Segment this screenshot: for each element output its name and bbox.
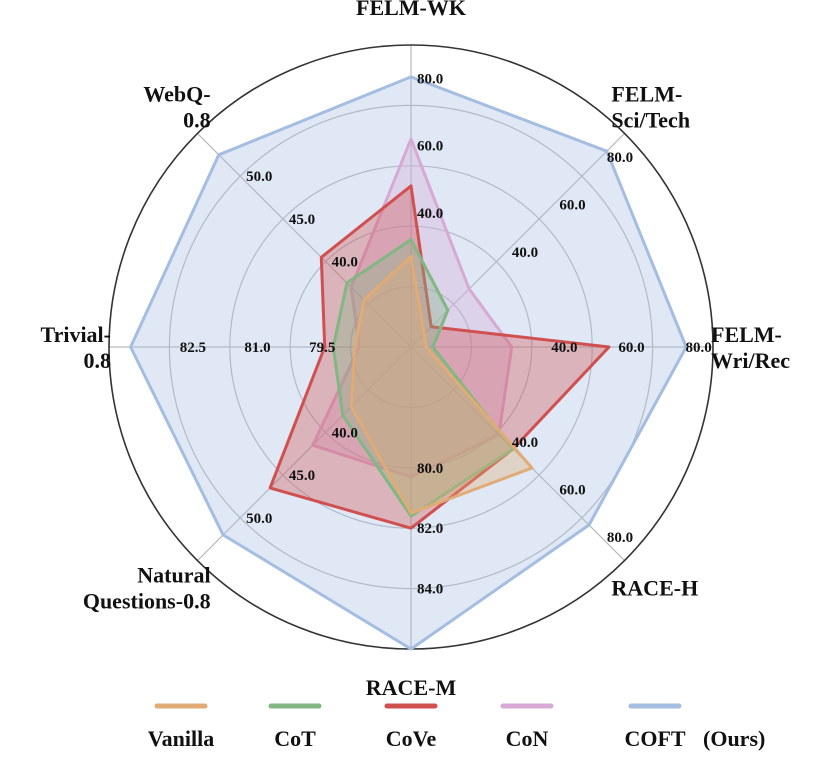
radar-grid — [108, 44, 714, 650]
tick-label: 60.0 — [417, 139, 443, 155]
grid-spoke — [197, 133, 412, 348]
tick-label: 82.0 — [417, 521, 443, 537]
legend-label-vanilla: Vanilla — [148, 726, 214, 751]
tick-label: 80.0 — [417, 72, 443, 88]
axis-label: RACE-H — [611, 575, 698, 600]
tick-label: 40.0 — [332, 425, 358, 441]
axis-label: FELM-WK — [356, 0, 466, 20]
legend-label-cot: CoT — [274, 726, 316, 751]
grid-spoke — [197, 346, 412, 561]
tick-label: 45.0 — [289, 468, 315, 484]
series-vanilla — [349, 254, 534, 515]
tick-label: 50.0 — [246, 169, 272, 185]
tick-label: 40.0 — [332, 255, 358, 271]
tick-label: 80.0 — [685, 340, 711, 356]
radar-axis-labels: FELM-WK FELM-Sci/Tech FELM-Wri/Rec RACE-H RA… — [41, 0, 791, 700]
series-coft — [129, 75, 688, 651]
tick-label: 80.0 — [417, 461, 443, 477]
axis-label: Natural Questions-0.8 — [83, 562, 211, 613]
axis-label: WebQ-0.8 — [143, 82, 210, 133]
axis-label: FELM-Sci/Tech — [611, 82, 690, 133]
tick-label: 80.0 — [607, 150, 633, 166]
radar-tick-labels: 40.0 60.0 80.0 40.0 60.0 80.0 40.0 60.0 80.0 40.0… — [180, 72, 712, 598]
tick-label: 45.0 — [289, 212, 315, 228]
axis-label: FELM-Wri/Rec — [711, 322, 790, 373]
legend-label-con: CoN — [506, 726, 549, 751]
tick-label: 81.0 — [244, 340, 270, 356]
tick-label: 40.0 — [512, 245, 538, 261]
legend-note: (Ours) — [703, 726, 765, 751]
series-cot — [331, 238, 515, 518]
series-con — [311, 137, 514, 479]
radar-series — [129, 75, 688, 651]
axis-label: Trivial-0.8 — [41, 322, 111, 373]
chart-legend: (Ours) Vanilla CoT CoVe CoN COFT — [148, 703, 765, 751]
tick-label: 60.0 — [618, 340, 644, 356]
legend-label-coft: COFT — [624, 726, 685, 751]
tick-label: 79.5 — [309, 340, 335, 356]
tick-label: 60.0 — [559, 482, 585, 498]
legend-label-cove: CoVe — [386, 726, 437, 751]
tick-label: 84.0 — [417, 582, 443, 598]
tick-label: 60.0 — [559, 198, 585, 214]
tick-label: 40.0 — [551, 340, 577, 356]
tick-label: 82.5 — [180, 340, 206, 356]
axis-label: RACE-M — [366, 675, 457, 700]
tick-label: 40.0 — [512, 435, 538, 451]
tick-label: 80.0 — [607, 530, 633, 546]
tick-label: 40.0 — [417, 206, 443, 222]
tick-label: 50.0 — [246, 511, 272, 527]
